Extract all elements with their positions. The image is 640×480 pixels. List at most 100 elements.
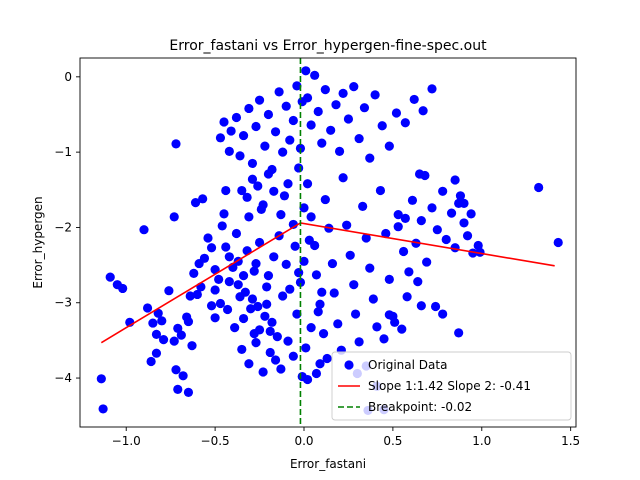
data-point (354, 337, 364, 347)
data-point (438, 309, 448, 319)
data-point (278, 291, 288, 301)
data-point (313, 106, 323, 117)
data-point (270, 127, 281, 137)
data-point (338, 173, 348, 183)
data-point (420, 170, 430, 181)
data-point (459, 198, 469, 208)
data-point (190, 197, 201, 208)
data-point (427, 84, 437, 94)
data-point (267, 317, 277, 327)
data-point (422, 257, 432, 267)
legend-box (331, 351, 572, 421)
data-point (320, 85, 330, 95)
data-point (231, 228, 242, 239)
data-point (214, 274, 224, 284)
data-point (299, 203, 309, 213)
data-point (290, 241, 300, 251)
data-point (262, 282, 272, 292)
data-point (368, 294, 378, 304)
data-point (183, 387, 194, 397)
data-point (411, 238, 421, 248)
data-point (329, 288, 339, 298)
data-point (96, 374, 106, 384)
data-point (288, 351, 298, 361)
data-point (158, 335, 169, 345)
data-point (254, 325, 265, 335)
data-point (301, 343, 311, 353)
data-point (189, 268, 199, 278)
data-point (281, 259, 291, 269)
legend-label: Slope 1:1.42 Slope 2: -0.41 (368, 379, 531, 393)
data-point (251, 121, 261, 132)
data-point (409, 94, 419, 105)
data-point (169, 336, 179, 346)
data-point (432, 225, 442, 235)
chart-title: Error_fastani vs Error_hypergen-fine-spe… (169, 38, 487, 54)
x-tick-label: 1.0 (472, 434, 491, 448)
data-point (468, 248, 478, 258)
data-point (320, 194, 330, 205)
legend-label: Breakpoint: -0.02 (368, 400, 472, 414)
data-point (192, 289, 202, 300)
legend: Original Data Slope 1:1.42 Slope 2: -0.41… (331, 351, 572, 421)
data-point (450, 175, 460, 185)
data-point (217, 221, 227, 231)
x-tick-label: 0.0 (294, 434, 313, 448)
data-point (226, 126, 236, 136)
data-point (206, 243, 217, 253)
data-point (242, 192, 252, 202)
data-point (318, 329, 329, 339)
data-point (253, 181, 263, 191)
data-point (254, 237, 265, 248)
data-point (283, 336, 293, 346)
data-point (258, 200, 268, 210)
data-point (534, 182, 544, 193)
data-point (270, 355, 281, 365)
data-point (215, 298, 226, 309)
data-point (327, 258, 338, 269)
data-point (326, 125, 336, 135)
data-point (379, 334, 389, 344)
data-point (230, 322, 240, 333)
data-point (279, 191, 290, 201)
y-tick-label: −3 (54, 296, 72, 310)
data-point (238, 130, 249, 141)
data-point (173, 384, 183, 394)
data-point (333, 319, 343, 329)
data-point (302, 374, 313, 385)
data-point (466, 209, 476, 219)
x-tick-label: −0.5 (201, 434, 230, 448)
data-point (375, 185, 386, 196)
data-point (238, 271, 249, 281)
data-point (413, 277, 423, 287)
data-point (365, 153, 375, 163)
data-point (350, 309, 361, 319)
data-point (475, 247, 485, 257)
data-point (438, 186, 448, 196)
data-point (358, 201, 368, 211)
data-point (171, 365, 181, 375)
data-point (354, 133, 364, 144)
data-point (173, 323, 183, 333)
legend-label: Original Data (368, 358, 447, 372)
data-point (151, 348, 162, 358)
data-point (446, 208, 457, 218)
data-point (187, 341, 197, 351)
data-point (269, 252, 279, 262)
data-point (224, 252, 234, 262)
data-point (269, 186, 279, 196)
data-point (210, 285, 220, 295)
data-point (416, 301, 426, 311)
data-point (142, 303, 153, 313)
data-point (370, 90, 380, 100)
data-point (164, 286, 174, 296)
data-point (311, 368, 322, 379)
data-point (416, 216, 426, 226)
data-point (292, 81, 302, 91)
data-point (139, 225, 149, 235)
data-point (247, 294, 258, 304)
data-point (294, 268, 304, 278)
data-point (553, 237, 563, 248)
data-point (169, 212, 179, 222)
data-point (185, 291, 195, 301)
